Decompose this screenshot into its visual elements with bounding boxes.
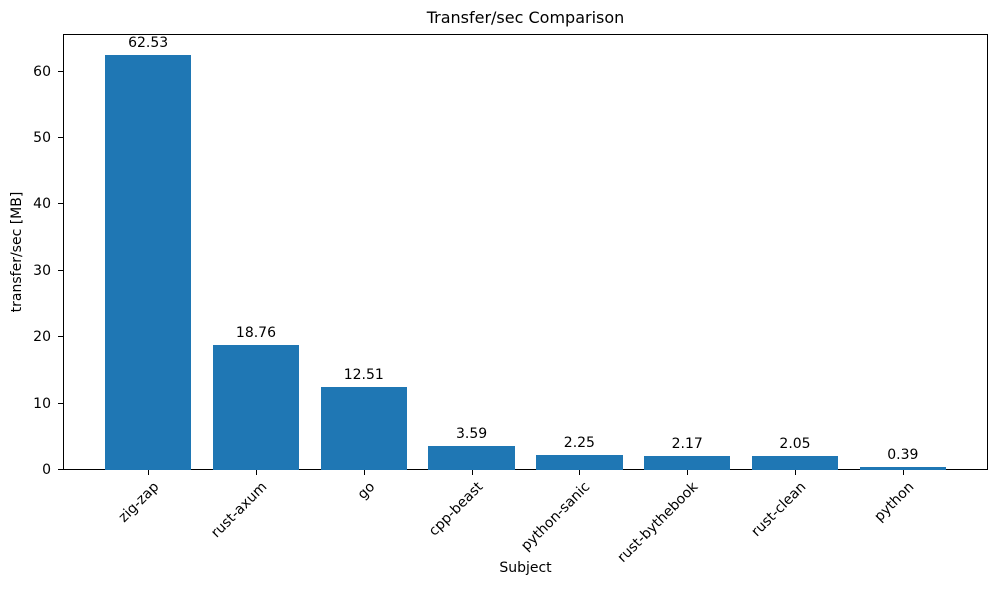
y-tick bbox=[58, 469, 63, 470]
chart-title: Transfer/sec Comparison bbox=[426, 8, 625, 27]
x-tick bbox=[902, 470, 904, 475]
y-tick bbox=[58, 136, 63, 138]
x-axis-label: Subject bbox=[499, 560, 552, 576]
y-tick bbox=[58, 203, 63, 205]
bar-value-label: 3.59 bbox=[456, 426, 488, 443]
bar-value-label: 12.51 bbox=[343, 366, 384, 383]
bar-value-label: 0.39 bbox=[887, 447, 919, 464]
y-tick-label: 60 bbox=[33, 63, 51, 80]
bar bbox=[536, 455, 623, 470]
x-tick bbox=[579, 470, 581, 475]
y-tick-label: 20 bbox=[33, 329, 51, 346]
x-tick-label: rust-bythebook bbox=[614, 479, 702, 566]
bar-value-label: 18.76 bbox=[235, 325, 277, 342]
bar bbox=[644, 455, 731, 470]
bar-value-label: 62.53 bbox=[128, 34, 169, 51]
x-tick bbox=[795, 470, 797, 475]
y-tick-label: 40 bbox=[33, 196, 51, 213]
y-tick-label: 10 bbox=[33, 395, 51, 412]
x-tick bbox=[687, 470, 689, 475]
bar bbox=[320, 386, 407, 470]
y-tick-label: 0 bbox=[42, 462, 51, 478]
x-tick-label: python bbox=[871, 479, 918, 525]
bar bbox=[105, 54, 192, 470]
y-tick-label: 30 bbox=[33, 262, 51, 279]
x-tick-label: zig-zap bbox=[115, 479, 163, 526]
x-tick-label: python-sanic bbox=[518, 479, 594, 555]
bar-value-label: 2.25 bbox=[563, 435, 595, 452]
y-tick bbox=[58, 70, 63, 72]
plot-area bbox=[63, 34, 988, 470]
x-tick bbox=[471, 470, 473, 475]
bar-value-label: 2.05 bbox=[779, 436, 811, 453]
bar bbox=[751, 456, 839, 470]
bar bbox=[859, 467, 946, 470]
x-tick-label: go bbox=[354, 479, 379, 503]
bar-value-label: 2.17 bbox=[671, 435, 703, 452]
x-tick bbox=[363, 470, 365, 475]
y-tick bbox=[58, 269, 63, 271]
x-tick-label: rust-clean bbox=[748, 479, 810, 540]
y-tick-label: 50 bbox=[33, 129, 51, 146]
x-tick-label: rust-axum bbox=[208, 479, 271, 542]
bar bbox=[428, 446, 515, 470]
y-tick bbox=[58, 402, 63, 404]
x-tick bbox=[148, 470, 150, 475]
bar bbox=[212, 345, 300, 470]
x-tick bbox=[255, 470, 257, 475]
x-tick-label: cpp-beast bbox=[425, 479, 486, 540]
y-tick bbox=[58, 336, 63, 338]
